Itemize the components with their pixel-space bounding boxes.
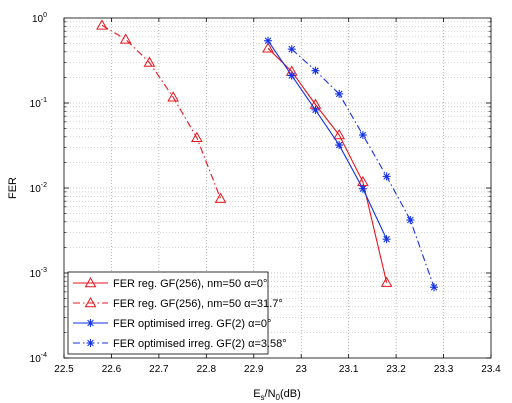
y-tick-label: 10-4 (30, 352, 47, 365)
x-tick-label: 23.3 (434, 364, 454, 375)
y-axis-label: FER (7, 177, 19, 199)
legend-marker (84, 296, 97, 308)
legend-entry-3: FER optimised irreg. GF(2) α=0° (73, 318, 271, 330)
data-point (358, 184, 367, 193)
legend-label: FER reg. GF(256), nm=50 α=0° (113, 278, 267, 290)
series-4 (287, 45, 439, 292)
data-point (358, 131, 367, 140)
data-point (430, 283, 439, 292)
legend-box (67, 271, 269, 355)
data-point (335, 89, 344, 98)
y-tick-label: 10-2 (30, 182, 47, 195)
data-point (382, 235, 391, 244)
y-tick-label: 10-3 (30, 267, 47, 280)
x-tick-label: 22.7 (149, 364, 169, 375)
data-point (167, 91, 179, 102)
data-point (264, 36, 273, 45)
data-point (119, 33, 132, 44)
legend-entry-1: FER reg. GF(256), nm=50 α=0° (73, 276, 267, 290)
data-point (335, 141, 344, 150)
legend-marker (84, 276, 97, 288)
legend-label: FER optimised irreg. GF(2) α=0° (113, 318, 271, 330)
x-tick-label: 22.9 (244, 364, 264, 375)
data-point (287, 71, 296, 80)
y-tick-label: 100 (32, 12, 47, 25)
legend-label: FER reg. GF(256), nm=50 α=31.7° (113, 298, 283, 310)
series-2 (96, 19, 227, 203)
data-point (214, 192, 227, 203)
legend-marker (86, 339, 95, 347)
data-point (96, 19, 108, 30)
legend: FER reg. GF(256), nm=50 α=0° FER reg. GF(… (67, 271, 287, 355)
data-point (190, 131, 203, 143)
x-tick-label: 23.1 (339, 364, 359, 375)
data-point (406, 216, 415, 225)
axis-ticks: 22.5 22.6 22.7 22.8 22.9 23 23.1 23.2 23.3 23.4 10… (30, 12, 502, 375)
y-tick-label: 10-1 (30, 97, 47, 110)
series-3 (264, 36, 391, 244)
x-tick-label: 22.5 (54, 364, 74, 375)
x-tick-label: 22.8 (197, 364, 217, 375)
series-layer (96, 19, 439, 292)
data-point (262, 42, 274, 53)
legend-marker (86, 319, 95, 327)
series-line (267, 40, 388, 240)
x-tick-label: 23.4 (481, 364, 501, 375)
grid (64, 18, 491, 358)
x-tick-label: 22.6 (102, 364, 122, 375)
data-point (380, 276, 393, 287)
data-point (382, 172, 391, 181)
x-tick-label: 23 (296, 364, 308, 375)
series-line (267, 47, 388, 283)
x-tick-label: 23.2 (386, 364, 406, 375)
legend-label: FER optimised irreg. GF(2) α=3.58° (113, 338, 287, 350)
data-point (311, 105, 320, 114)
series-line (101, 24, 222, 199)
data-point (311, 66, 320, 75)
data-point (333, 129, 346, 140)
data-point (143, 56, 156, 67)
data-point (287, 45, 296, 54)
legend-entry-2: FER reg. GF(256), nm=50 α=31.7° (73, 296, 283, 310)
legend-entry-4: FER optimised irreg. GF(2) α=3.58° (73, 338, 287, 350)
x-axis-label: Es/N0(dB) (253, 388, 301, 402)
